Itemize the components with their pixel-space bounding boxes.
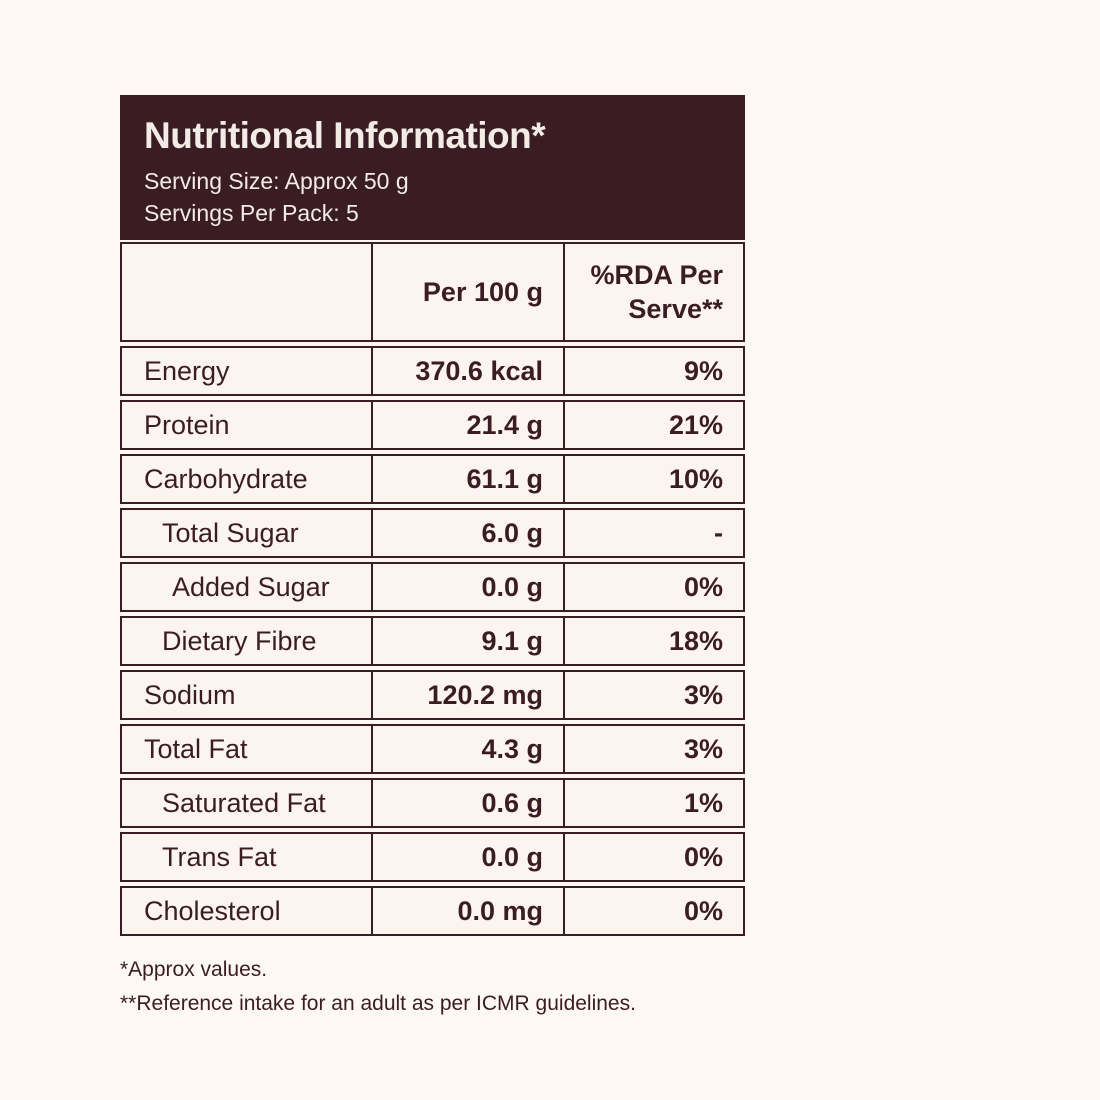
per-100g-value: 21.4 g: [373, 400, 565, 450]
servings-per-pack-text: Servings Per Pack: 5: [144, 200, 359, 226]
footnote-approx-values: *Approx values.: [120, 958, 268, 981]
table-row: Total Sugar 6.0 g -: [120, 508, 745, 558]
rda-per-serve-value: -: [565, 508, 745, 558]
per-100g-value: 61.1 g: [373, 454, 565, 504]
rda-per-serve-value: 21%: [565, 400, 745, 450]
per-100g-value: 0.6 g: [373, 778, 565, 828]
table-row: Saturated Fat 0.6 g 1%: [120, 778, 745, 828]
table-row: Carbohydrate 61.1 g 10%: [120, 454, 745, 504]
nutrition-table: Per 100 g %RDA Per Serve** Energy 370.6 …: [120, 238, 745, 940]
label-header: Nutritional Information* Serving Size: A…: [120, 95, 745, 240]
per-100g-value: 0.0 g: [373, 562, 565, 612]
nutrient-label: Total Sugar: [120, 508, 373, 558]
nutrient-label: Dietary Fibre: [120, 616, 373, 666]
nutrient-label: Trans Fat: [120, 832, 373, 882]
table-row: Dietary Fibre 9.1 g 18%: [120, 616, 745, 666]
table-row: Energy 370.6 kcal 9%: [120, 346, 745, 396]
table-row: Cholesterol 0.0 mg 0%: [120, 886, 745, 936]
rda-per-serve-value: 9%: [565, 346, 745, 396]
nutrient-label: Energy: [120, 346, 373, 396]
table-row: Protein 21.4 g 21%: [120, 400, 745, 450]
label-title: Nutritional Information*: [144, 115, 546, 156]
per-100g-value: 120.2 mg: [373, 670, 565, 720]
column-header-nutrient: [120, 242, 373, 342]
rda-per-serve-value: 3%: [565, 670, 745, 720]
table-row: Total Fat 4.3 g 3%: [120, 724, 745, 774]
nutrition-label-card: Nutritional Information* Serving Size: A…: [120, 95, 745, 1021]
nutrient-label: Added Sugar: [120, 562, 373, 612]
rda-per-serve-value: 0%: [565, 832, 745, 882]
per-100g-value: 0.0 mg: [373, 886, 565, 936]
per-100g-value: 9.1 g: [373, 616, 565, 666]
nutrient-label: Cholesterol: [120, 886, 373, 936]
nutrient-label: Protein: [120, 400, 373, 450]
nutrient-label: Saturated Fat: [120, 778, 373, 828]
per-100g-value: 370.6 kcal: [373, 346, 565, 396]
rda-per-serve-value: 10%: [565, 454, 745, 504]
table-row: Added Sugar 0.0 g 0%: [120, 562, 745, 612]
table-row: Sodium 120.2 mg 3%: [120, 670, 745, 720]
footnotes: *Approx values. **Reference intake for a…: [120, 953, 745, 1021]
per-100g-value: 6.0 g: [373, 508, 565, 558]
nutrient-label: Sodium: [120, 670, 373, 720]
nutrient-label: Total Fat: [120, 724, 373, 774]
rda-per-serve-value: 18%: [565, 616, 745, 666]
rda-per-serve-value: 1%: [565, 778, 745, 828]
rda-per-serve-value: 3%: [565, 724, 745, 774]
footnote-reference-intake: **Reference intake for an adult as per I…: [120, 992, 636, 1015]
column-header-rda-per-serve: %RDA Per Serve**: [565, 242, 745, 342]
per-100g-value: 0.0 g: [373, 832, 565, 882]
nutrient-label: Carbohydrate: [120, 454, 373, 504]
table-header-row: Per 100 g %RDA Per Serve**: [120, 242, 745, 342]
rda-per-serve-value: 0%: [565, 886, 745, 936]
column-header-per-100g: Per 100 g: [373, 242, 565, 342]
table-row: Trans Fat 0.0 g 0%: [120, 832, 745, 882]
rda-per-serve-value: 0%: [565, 562, 745, 612]
serving-size-text: Serving Size: Approx 50 g: [144, 168, 409, 194]
per-100g-value: 4.3 g: [373, 724, 565, 774]
